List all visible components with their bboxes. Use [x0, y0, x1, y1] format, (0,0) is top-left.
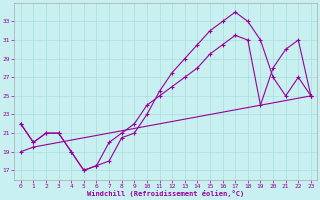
X-axis label: Windchill (Refroidissement éolien,°C): Windchill (Refroidissement éolien,°C) — [87, 190, 244, 197]
